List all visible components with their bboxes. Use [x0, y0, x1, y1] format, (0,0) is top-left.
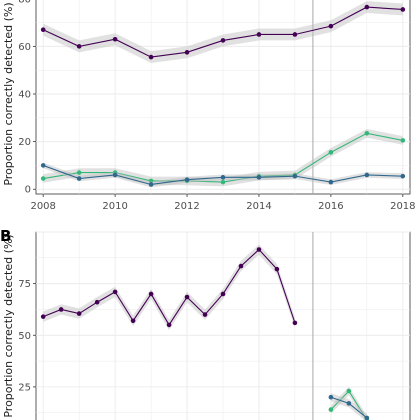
y-tick-label: 0	[25, 185, 31, 196]
data-point	[292, 32, 298, 37]
data-point	[130, 318, 136, 324]
x-tick-label: 2014	[246, 201, 271, 212]
data-point	[328, 407, 334, 412]
series-2	[328, 386, 370, 420]
data-point	[400, 138, 406, 143]
series-3	[328, 393, 370, 420]
data-point	[292, 320, 298, 326]
data-point	[328, 179, 334, 185]
data-point	[220, 38, 226, 43]
data-point	[40, 314, 46, 319]
y-tick-label: 40	[18, 90, 31, 101]
x-tick-label: 2018	[390, 201, 415, 212]
data-point	[364, 4, 370, 10]
data-point	[112, 289, 118, 295]
data-point	[256, 247, 262, 252]
series-1	[40, 1, 406, 64]
confidence-band	[330, 386, 367, 420]
y-tick-label: 50	[18, 331, 31, 342]
gridlines	[36, 231, 410, 420]
data-point	[40, 27, 46, 33]
data-point	[292, 173, 298, 179]
data-point	[328, 394, 334, 400]
data-point	[184, 177, 190, 183]
data-point	[58, 307, 64, 312]
data-point	[364, 172, 370, 178]
x-tick-label: 2010	[102, 201, 127, 212]
data-point	[346, 401, 352, 406]
y-tick-label: 60	[18, 42, 31, 53]
data-point	[256, 175, 262, 180]
x-tick-label: 2012	[174, 201, 199, 212]
y-tick-label: 75	[18, 279, 31, 290]
data-point	[40, 163, 46, 168]
y-axis-title: Proportion correctly detected (%)	[2, 234, 15, 417]
data-point	[76, 176, 82, 181]
data-point	[76, 311, 82, 316]
data-point	[274, 266, 280, 272]
chart-panel-1: 0 20 40 60 80 2008 2010 2012 2014 2016 2018 Proport…	[2, 0, 416, 212]
data-point	[184, 294, 190, 300]
data-point	[220, 291, 226, 297]
data-point	[148, 291, 154, 297]
x-tick-label: 2008	[30, 201, 55, 212]
data-point	[238, 263, 244, 269]
data-point	[220, 175, 226, 180]
data-point	[220, 179, 226, 185]
y-tick-label: 25	[18, 382, 31, 393]
data-point	[76, 44, 82, 49]
data-point	[400, 173, 406, 179]
y-tick-label: 20	[18, 137, 31, 148]
data-point	[76, 170, 82, 175]
series-3	[40, 162, 406, 188]
data-point	[364, 415, 370, 420]
data-point	[112, 36, 118, 42]
data-point	[148, 54, 154, 60]
x-tick-label: 2016	[318, 201, 343, 212]
data-point	[364, 130, 370, 136]
data-point	[202, 312, 208, 317]
confidence-band	[43, 162, 403, 188]
data-point	[94, 299, 100, 305]
gridlines	[36, 0, 410, 194]
data-point	[328, 150, 334, 155]
series-1	[40, 244, 298, 331]
panel-tag: B	[0, 227, 11, 245]
data-point	[148, 182, 154, 187]
data-point	[400, 7, 406, 12]
data-point	[112, 172, 118, 178]
y-tick-label: 80	[18, 0, 31, 5]
y-axis-title: Proportion correctly detected (%)	[2, 2, 15, 185]
data-point	[184, 50, 190, 55]
data-point	[166, 322, 172, 328]
data-point	[40, 176, 46, 181]
data-point	[148, 178, 154, 184]
data-point	[328, 23, 334, 29]
data-point	[346, 388, 352, 394]
data-point	[256, 32, 262, 37]
